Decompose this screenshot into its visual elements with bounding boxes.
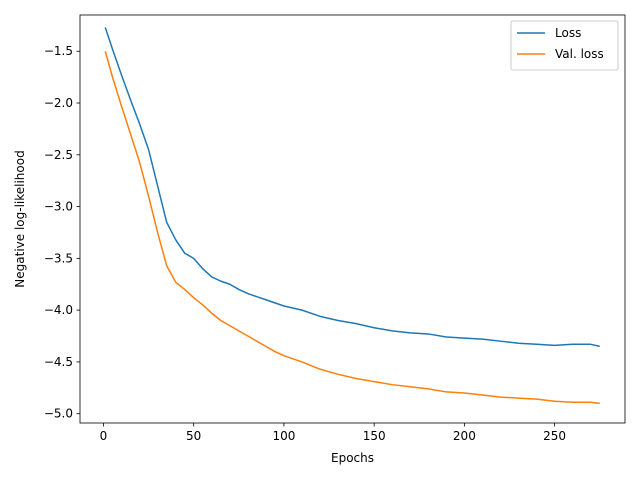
- x-tick-label: 50: [186, 429, 201, 443]
- x-tick-label: 150: [363, 429, 386, 443]
- y-tick-label: −1.5: [44, 44, 73, 58]
- y-tick-label: −3.5: [44, 251, 73, 265]
- y-tick-label: −4.0: [44, 303, 73, 317]
- x-tick-label: 0: [100, 429, 108, 443]
- x-tick-label: 250: [543, 429, 566, 443]
- y-tick-label: −5.0: [44, 407, 73, 421]
- x-tick-label: 200: [453, 429, 476, 443]
- y-tick-label: −2.0: [44, 96, 73, 110]
- y-tick-label: −4.5: [44, 355, 73, 369]
- axis-ticks: 0 50 100 150 200 250 −5.0 −4.5 −4.0 −3.5 −3.0 −2.5 −…: [44, 44, 566, 443]
- y-tick-label: −2.5: [44, 148, 73, 162]
- legend: Loss Val. loss: [510, 20, 619, 71]
- series-line-loss: [104, 27, 600, 348]
- legend-label-val-loss: Val. loss: [555, 47, 604, 61]
- x-tick-label: 100: [272, 429, 295, 443]
- x-axis-label: Epochs: [331, 451, 374, 465]
- y-axis-label: Negative log-likelihood: [13, 150, 27, 287]
- y-tick-label: −3.0: [44, 200, 73, 214]
- series-line-val-loss: [104, 51, 600, 405]
- axes-frame: [79, 14, 626, 424]
- legend-label-loss: Loss: [555, 26, 581, 40]
- plot-area: [104, 27, 600, 405]
